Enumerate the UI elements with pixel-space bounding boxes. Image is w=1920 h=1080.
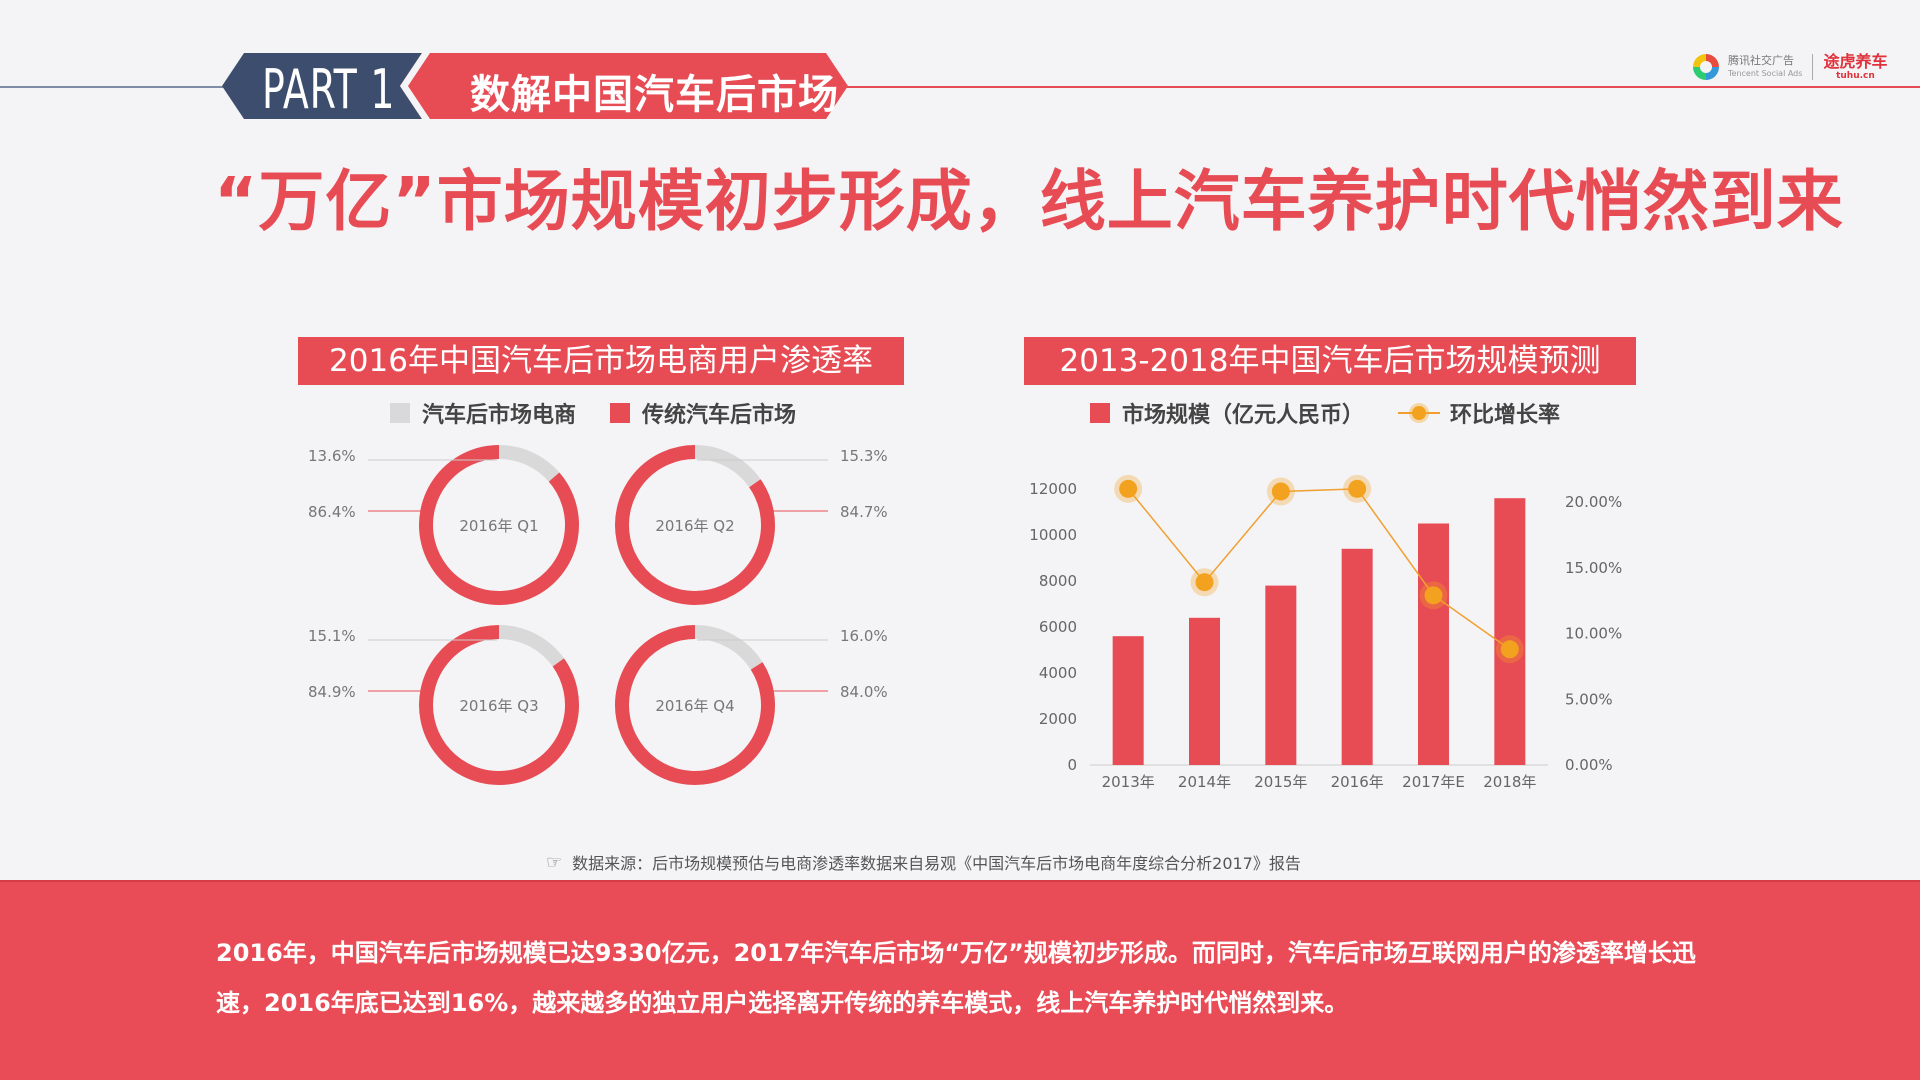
logo-divider bbox=[1812, 54, 1814, 80]
summary-line-2: 速，2016年底已达到16%，越来越多的独立用户选择离开传统的养车模式，线上汽车… bbox=[216, 989, 1349, 1017]
y-right-tick-label: 0.00% bbox=[1565, 756, 1613, 774]
y-right-tick-label: 10.00% bbox=[1565, 625, 1622, 643]
bar-market-size bbox=[1112, 636, 1144, 765]
section-label: 数解中国汽车后市场 bbox=[470, 72, 839, 118]
legend-swatch-red bbox=[610, 403, 631, 423]
tencent-logo-text: 腾讯社交广告 Tencent Social Ads bbox=[1728, 54, 1803, 78]
legend-swatch-bar bbox=[1090, 403, 1110, 423]
y-right-tick-label: 20.00% bbox=[1565, 493, 1622, 511]
charts-canvas: 2016年 Q1 13.6% 86.4% 2016年 Q2 15.3% 84.7% 2016… bbox=[308, 445, 1622, 791]
y-left-tick-label: 10000 bbox=[1029, 526, 1077, 544]
donut-slice-ecommerce bbox=[498, 445, 560, 482]
legend-swatch-grey bbox=[390, 403, 410, 423]
data-label-traditional: 84.7% bbox=[840, 503, 888, 521]
bar-legend: 市场规模（亿元人民币） 环比增长率 bbox=[1090, 397, 1594, 429]
growth-point bbox=[1119, 479, 1138, 498]
legend-line-marker-icon bbox=[1398, 403, 1441, 423]
y-left-tick-label: 6000 bbox=[1039, 618, 1077, 636]
x-tick-label: 2018年 bbox=[1483, 773, 1536, 791]
y-right-tick-label: 5.00% bbox=[1565, 690, 1613, 708]
donut-slice-ecommerce bbox=[498, 625, 565, 667]
data-label-ecommerce: 15.1% bbox=[308, 627, 356, 645]
y-left-tick-label: 8000 bbox=[1039, 572, 1077, 590]
header-rule-accent bbox=[820, 86, 1920, 88]
data-label-traditional: 84.0% bbox=[840, 683, 888, 701]
donut-slice-traditional bbox=[419, 445, 579, 605]
donut-slice-traditional bbox=[615, 445, 775, 605]
source-text: 数据来源：后市场规模预估与电商渗透率数据来自易观《中国汽车后市场电商年度综合分析… bbox=[572, 854, 1301, 873]
x-tick-label: 2014年 bbox=[1178, 773, 1231, 791]
y-right-tick-label: 15.00% bbox=[1565, 559, 1622, 577]
pointing-hand-icon: ☞ bbox=[546, 851, 563, 873]
growth-point bbox=[1271, 482, 1290, 501]
y-left-tick-label: 0 bbox=[1067, 756, 1077, 774]
donut-center-label: 2016年 Q2 bbox=[655, 517, 734, 535]
data-label-ecommerce: 16.0% bbox=[840, 627, 888, 645]
growth-point bbox=[1348, 479, 1367, 498]
page-title: “万亿”市场规模初步形成，线上汽车养护时代悄然到来 bbox=[214, 163, 1844, 240]
growth-point bbox=[1424, 586, 1443, 605]
legend-item-market-size: 市场规模（亿元人民币） bbox=[1090, 397, 1364, 429]
x-tick-label: 2015年 bbox=[1254, 773, 1307, 791]
bar-market-size bbox=[1189, 617, 1220, 765]
data-label-ecommerce: 15.3% bbox=[840, 447, 888, 465]
donut-panel-title: 2016年中国汽车后市场电商用户渗透率 bbox=[298, 337, 904, 385]
bar-market-size bbox=[1418, 523, 1449, 765]
legend-item-ecommerce: 汽车后市场电商 bbox=[390, 397, 576, 429]
donut-slice-traditional bbox=[615, 625, 775, 785]
y-left-tick-label: 2000 bbox=[1039, 710, 1077, 728]
y-left-tick-label: 4000 bbox=[1039, 664, 1077, 682]
donut-center-label: 2016年 Q3 bbox=[459, 697, 538, 715]
growth-point bbox=[1195, 573, 1214, 592]
summary-line-1: 2016年，中国汽车后市场规模已达9330亿元，2017年汽车后市场“万亿”规模… bbox=[216, 939, 1696, 967]
data-label-ecommerce: 13.6% bbox=[308, 447, 356, 465]
legend-item-growth: 环比增长率 bbox=[1398, 397, 1560, 429]
tuhu-logo: 途虎养车 tuhu.cn bbox=[1823, 52, 1888, 82]
donut-center-label: 2016年 Q1 bbox=[459, 517, 538, 535]
x-tick-label: 2016年 bbox=[1331, 773, 1384, 791]
legend-item-traditional: 传统汽车后市场 bbox=[610, 397, 796, 429]
part-badge-shape bbox=[222, 53, 422, 119]
bar-market-size bbox=[1265, 585, 1297, 765]
donut-legend: 汽车后市场电商 传统汽车后市场 bbox=[390, 397, 830, 429]
x-tick-label: 2013年 bbox=[1102, 773, 1155, 791]
donut-center-label: 2016年 Q4 bbox=[655, 697, 734, 715]
growth-line bbox=[1127, 488, 1511, 650]
tencent-logo-icon bbox=[1693, 54, 1719, 80]
part-label: PART 1 bbox=[262, 58, 396, 121]
donut-slice-ecommerce bbox=[694, 445, 761, 488]
logo-group: 腾讯社交广告 Tencent Social Ads 途虎养车 tuhu.cn bbox=[1690, 50, 1887, 84]
source-note: ☞ 数据来源：后市场规模预估与电商渗透率数据来自易观《中国汽车后市场电商年度综合… bbox=[546, 850, 1301, 874]
bar-panel-title: 2013-2018年中国汽车后市场规模预测 bbox=[1024, 337, 1636, 385]
data-label-traditional: 84.9% bbox=[308, 683, 356, 701]
bar-market-size bbox=[1494, 498, 1526, 765]
x-tick-label: 2017年E bbox=[1402, 773, 1465, 791]
y-left-tick-label: 12000 bbox=[1029, 480, 1077, 498]
data-label-traditional: 86.4% bbox=[308, 503, 356, 521]
summary-footer: 2016年，中国汽车后市场规模已达9330亿元，2017年汽车后市场“万亿”规模… bbox=[0, 880, 1920, 1080]
donut-slice-ecommerce bbox=[694, 625, 763, 670]
donut-slice-traditional bbox=[419, 625, 579, 785]
growth-point bbox=[1500, 640, 1519, 659]
bar-market-size bbox=[1341, 548, 1373, 765]
section-badge-shape bbox=[400, 53, 848, 119]
